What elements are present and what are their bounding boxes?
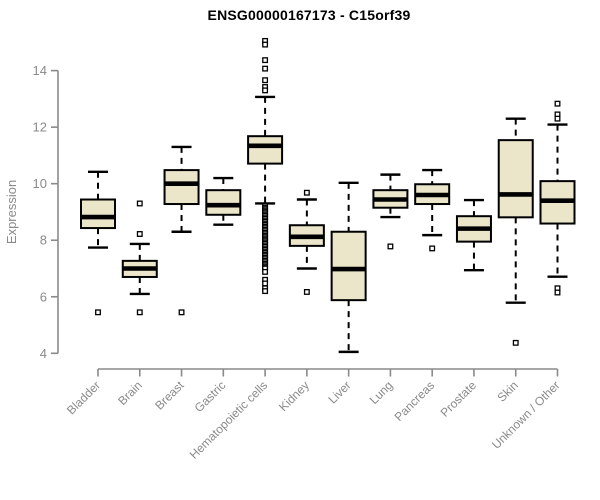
- iqr-box: [163, 169, 200, 206]
- iqr-box: [497, 139, 534, 219]
- y-tick-label: 10: [33, 176, 47, 191]
- outlier-point: [554, 289, 561, 296]
- boxplot-brain: [121, 200, 158, 316]
- x-tick-label-pancreas: Pancreas: [392, 378, 438, 424]
- outlier-point: [178, 309, 185, 316]
- outlier-point: [136, 200, 143, 207]
- outlier-point: [429, 245, 436, 252]
- outlier-point: [262, 87, 269, 94]
- boxplot-liver: [330, 181, 367, 354]
- x-tick-label-kidney: Kidney: [276, 378, 312, 414]
- outlier-point: [512, 339, 519, 346]
- boxplot-gastric: [205, 176, 242, 226]
- x-tick-label-hematopoietic-cells: Hematopoietic cells: [187, 378, 270, 461]
- outlier-point: [262, 57, 269, 64]
- outlier-point: [387, 243, 394, 250]
- boxplot-breast: [163, 145, 200, 316]
- outlier-point: [303, 189, 310, 196]
- chart-title: ENSG00000167173 - C15orf39: [207, 7, 411, 23]
- y-tick-label: 14: [33, 63, 47, 78]
- y-tick-label: 12: [33, 120, 47, 135]
- y-axis: 4 6 8 10 12 14 Expression: [4, 63, 59, 361]
- outlier-point: [136, 231, 143, 237]
- x-tick-label-bladder: Bladder: [64, 378, 103, 417]
- outlier-point: [262, 77, 269, 84]
- iqr-box: [330, 230, 367, 302]
- x-tick-label-gastric: Gastric: [192, 378, 229, 415]
- y-tick-label: 8: [40, 233, 47, 248]
- iqr-box: [247, 135, 284, 165]
- outlier-point: [95, 309, 101, 316]
- outlier-point: [303, 289, 310, 295]
- x-tick-label-breast: Breast: [152, 378, 187, 413]
- y-tick-label: 6: [40, 289, 47, 304]
- outlier-point: [262, 41, 269, 48]
- y-axis-title: Expression: [4, 180, 19, 244]
- boxplot-skin: [497, 117, 534, 346]
- boxplot-lung: [372, 173, 409, 250]
- boxplot-kidney: [288, 189, 325, 295]
- boxplot-pancreas: [414, 168, 451, 252]
- outlier-point: [262, 65, 269, 72]
- outlier-point: [554, 115, 561, 122]
- x-tick-label-brain: Brain: [115, 378, 145, 408]
- outlier-point: [136, 309, 143, 316]
- boxplot-prostate: [455, 198, 492, 272]
- boxplot-bladder: [80, 170, 116, 316]
- boxplot-hematopoietic-cells: [247, 37, 284, 295]
- x-tick-label-lung: Lung: [367, 378, 396, 407]
- iqr-box: [205, 189, 242, 216]
- outlier-point: [262, 268, 269, 275]
- y-tick-label: 4: [40, 346, 47, 361]
- boxplot-unknown-other: [539, 100, 576, 296]
- iqr-box: [80, 198, 116, 230]
- x-tick-label-liver: Liver: [325, 378, 353, 406]
- x-tick-label-skin: Skin: [494, 378, 520, 404]
- outlier-point: [262, 288, 269, 295]
- outlier-point: [262, 280, 269, 287]
- outlier-point: [554, 100, 561, 107]
- x-tick-label-prostate: Prostate: [438, 378, 480, 420]
